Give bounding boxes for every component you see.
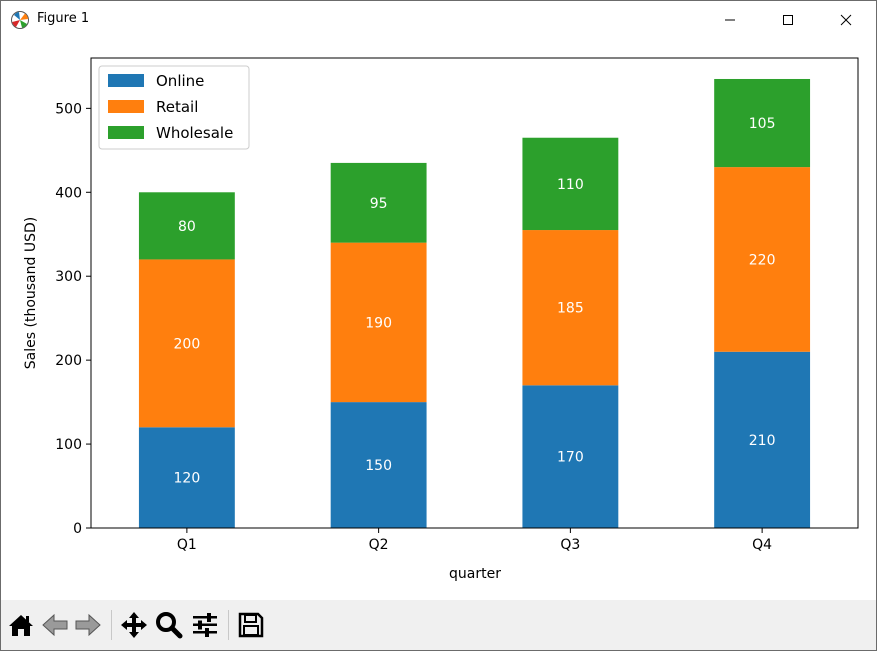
forward-arrow-icon: [75, 613, 101, 637]
save-button[interactable]: [236, 610, 266, 640]
legend: Online Retail Wholesale: [98, 65, 250, 150]
data-label: 220: [749, 252, 776, 268]
maximize-button[interactable]: [759, 1, 817, 38]
data-label: 200: [174, 336, 201, 352]
pan-button[interactable]: [119, 610, 149, 640]
legend-swatch-wholesale: [108, 126, 144, 139]
bar-online-q3: [522, 385, 619, 528]
x-tick-label: Q2: [369, 537, 389, 553]
zoom-magnifier-icon: [156, 612, 183, 639]
axes-frame: [90, 57, 859, 529]
x-axis-label: quarter: [449, 566, 501, 582]
navigation-toolbar: [1, 600, 876, 650]
y-tick-label: 0: [73, 521, 82, 537]
data-label: 105: [749, 116, 776, 132]
bar-wholesale-q3: [522, 137, 619, 231]
bar-online-q4: [714, 351, 811, 528]
matplotlib-logo-icon: [11, 11, 29, 29]
title-bar: Figure 1: [1, 1, 876, 38]
toolbar-separator: [111, 610, 112, 640]
y-tick-label: 300: [55, 269, 82, 285]
legend-label-retail: Retail: [156, 98, 198, 116]
y-tick-label: 200: [55, 353, 82, 369]
data-label: 210: [749, 433, 776, 449]
bar-wholesale-q1: [138, 192, 235, 260]
close-button[interactable]: [817, 1, 875, 38]
x-tick-label: Q1: [177, 537, 197, 553]
configure-subplots-icon: [193, 613, 217, 637]
toolbar-separator: [228, 610, 229, 640]
save-floppy-icon: [238, 612, 264, 638]
legend-label-online: Online: [156, 72, 204, 90]
minimize-icon: [725, 19, 735, 20]
legend-label-wholesale: Wholesale: [156, 124, 233, 142]
data-label: 110: [557, 177, 584, 193]
x-tick-label: Q4: [752, 537, 772, 553]
maximize-icon: [783, 14, 793, 25]
back-arrow-icon: [42, 613, 68, 637]
data-label: 185: [557, 301, 584, 317]
y-axis-label: Sales (thousand USD): [23, 217, 39, 369]
zoom-button[interactable]: [154, 610, 184, 640]
bar-retail-q3: [522, 230, 619, 386]
bar-online-q1: [138, 427, 235, 528]
bar-online-q2: [330, 402, 427, 528]
bar-retail-q1: [138, 259, 235, 428]
bar-labels-group: 120 200 80 150 190 95 170 185 110 210 220 105: [174, 116, 776, 487]
home-icon: [9, 615, 33, 636]
y-tick-label: 400: [55, 185, 82, 201]
data-label: 120: [174, 471, 201, 487]
data-label: 190: [365, 315, 392, 331]
bar-wholesale-q4: [714, 78, 811, 168]
pan-move-icon: [121, 612, 147, 638]
data-label: 80: [178, 219, 196, 235]
configure-subplots-button[interactable]: [190, 610, 220, 640]
minimize-button[interactable]: [701, 1, 759, 38]
legend-swatch-online: [108, 74, 144, 87]
forward-button[interactable]: [73, 610, 103, 640]
figure-canvas[interactable]: 120 200 80 150 190 95 170 185 110 210 220 105 0 100 2…: [1, 38, 876, 600]
back-button[interactable]: [40, 610, 70, 640]
home-button[interactable]: [6, 610, 36, 640]
data-label: 150: [365, 458, 392, 474]
x-tick-label: Q3: [560, 537, 580, 553]
bar-retail-q4: [714, 167, 811, 352]
legend-swatch-retail: [108, 100, 144, 113]
y-tick-label: 100: [55, 437, 82, 453]
window-title: Figure 1: [37, 11, 90, 26]
y-tick-label: 500: [55, 101, 82, 117]
stacked-bar-chart: 120 200 80 150 190 95 170 185 110 210 220 105 0 100 2…: [23, 57, 859, 582]
bar-retail-q2: [330, 242, 427, 403]
data-label: 95: [370, 196, 388, 212]
bar-wholesale-q2: [330, 162, 427, 243]
x-axis-ticks: Q1 Q2 Q3 Q4: [177, 528, 772, 553]
bars-group: [138, 78, 811, 528]
data-label: 170: [557, 450, 584, 466]
close-icon: [840, 14, 852, 25]
y-axis-ticks: 0 100 200 300 400 500: [55, 101, 91, 537]
